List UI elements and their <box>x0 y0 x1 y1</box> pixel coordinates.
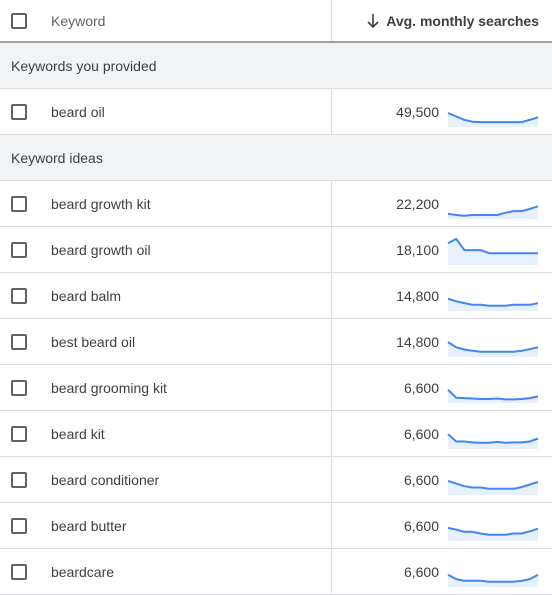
sparkline-area <box>448 298 538 311</box>
table-row[interactable]: best beard oil 14,800 <box>0 319 552 365</box>
sparkline-line <box>447 205 539 217</box>
searches-value: 6,600 <box>403 517 439 534</box>
keyword-text: beard conditioner <box>51 471 160 488</box>
row-checkbox[interactable] <box>11 287 27 304</box>
keyword-text: beard oil <box>51 103 105 120</box>
keyword-text: beard butter <box>51 517 127 534</box>
searches-value: 6,600 <box>403 471 439 488</box>
row-checkbox[interactable] <box>11 563 27 580</box>
table-header: Keyword Avg. monthly searches <box>0 0 552 43</box>
sparkline-area <box>448 434 538 449</box>
sparkline-area <box>448 342 538 357</box>
table-row[interactable]: beard kit 6,600 <box>0 411 552 457</box>
keyword-text: beardcare <box>51 563 115 580</box>
row-checkbox[interactable] <box>11 425 27 442</box>
arrow-down-icon <box>367 13 379 28</box>
searches-value: 18,100 <box>396 241 439 258</box>
row-checkbox[interactable] <box>11 379 27 396</box>
sparkline-area <box>448 527 538 541</box>
sparkline-line <box>447 341 539 353</box>
sparkline-line <box>447 433 539 444</box>
table-row[interactable]: beard oil 49,500 <box>0 89 552 135</box>
row-checkbox[interactable] <box>11 471 27 488</box>
trend-sparkline <box>447 112 539 127</box>
trend-sparkline <box>447 205 539 219</box>
table-row[interactable]: beard growth kit 22,200 <box>0 181 552 227</box>
row-checkbox[interactable] <box>11 103 27 120</box>
row-checkbox[interactable] <box>11 333 27 350</box>
keyword-text: beard grooming kit <box>51 379 167 396</box>
sparkline-line <box>447 480 539 490</box>
sparkline-line <box>447 297 539 307</box>
section-label: Keywords you provided <box>11 57 157 74</box>
section-header-ideas: Keyword ideas <box>0 135 552 181</box>
row-checkbox[interactable] <box>11 241 27 258</box>
searches-column-header[interactable]: Avg. monthly searches <box>366 13 539 29</box>
keyword-text: beard balm <box>51 287 122 304</box>
trend-sparkline <box>447 573 539 587</box>
table-row[interactable]: beardcare 6,600 <box>0 549 552 595</box>
row-checkbox[interactable] <box>11 517 27 534</box>
searches-value: 6,600 <box>403 563 439 580</box>
searches-value: 14,800 <box>396 287 439 304</box>
column-divider <box>331 0 332 595</box>
sparkline-area <box>448 574 538 587</box>
trend-sparkline <box>447 341 539 357</box>
table-row[interactable]: beard conditioner 6,600 <box>0 457 552 503</box>
trend-sparkline <box>447 433 539 449</box>
searches-value: 49,500 <box>396 103 439 120</box>
row-checkbox[interactable] <box>11 195 27 212</box>
searches-value: 14,800 <box>396 333 439 350</box>
sparkline-line <box>447 237 538 255</box>
sparkline-line <box>447 112 539 124</box>
trend-sparkline <box>447 480 539 495</box>
table-row[interactable]: beard balm 14,800 <box>0 273 552 319</box>
section-label: Keyword ideas <box>11 149 103 166</box>
keyword-column-header[interactable]: Keyword <box>51 12 106 29</box>
trend-sparkline <box>447 526 539 541</box>
keyword-text: beard kit <box>51 425 105 442</box>
keyword-text: best beard oil <box>51 333 136 350</box>
keyword-text: beard growth oil <box>51 241 151 258</box>
sparkline-line <box>447 526 539 536</box>
trend-sparkline <box>447 237 538 265</box>
table-row[interactable]: beard butter 6,600 <box>0 503 552 549</box>
trend-sparkline <box>447 389 539 403</box>
sparkline-area <box>448 113 538 127</box>
searches-value: 22,200 <box>396 195 439 212</box>
table-row[interactable]: beard growth oil 18,100 <box>0 227 552 273</box>
sparkline-area <box>448 481 538 495</box>
select-all-checkbox[interactable] <box>11 12 27 29</box>
sparkline-area <box>448 238 538 265</box>
sparkline-line <box>447 573 539 583</box>
keyword-text: beard growth kit <box>51 195 151 212</box>
searches-header-label: Avg. monthly searches <box>386 12 539 29</box>
sparkline-line <box>447 389 539 401</box>
section-header-provided: Keywords you provided <box>0 43 552 89</box>
searches-value: 6,600 <box>403 425 439 442</box>
searches-value: 6,600 <box>403 379 439 396</box>
trend-sparkline <box>447 297 539 311</box>
table-row[interactable]: beard grooming kit 6,600 <box>0 365 552 411</box>
sparkline-area <box>448 389 538 403</box>
sparkline-area <box>448 206 538 219</box>
